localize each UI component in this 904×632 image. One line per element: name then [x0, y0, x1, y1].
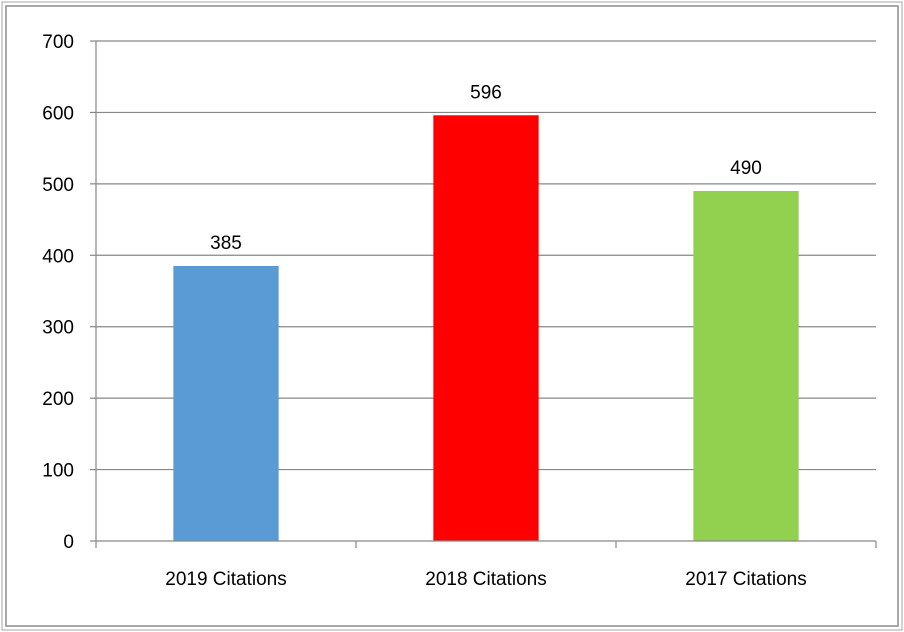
inner-frame [5, 5, 899, 627]
bars [173, 115, 799, 542]
x-tick-label: 2019 Citations [165, 569, 286, 590]
y-tick-label: 600 [42, 103, 74, 124]
y-tick-label: 0 [63, 532, 74, 553]
y-tick-label: 300 [42, 318, 74, 339]
y-tick-label: 200 [42, 389, 74, 410]
x-tick-label: 2017 Citations [685, 569, 806, 590]
y-tick-label: 400 [42, 246, 74, 267]
data-label: 596 [470, 82, 502, 103]
data-label: 490 [730, 158, 762, 179]
y-tick-label: 700 [42, 32, 74, 53]
y-tick-label: 100 [42, 461, 74, 482]
bar-2 [433, 115, 539, 542]
x-tick-label: 2018 Citations [425, 569, 546, 590]
bar-1 [173, 266, 279, 541]
bar-3 [693, 191, 799, 541]
labels: 0 100 200 300 400 500 600 700 385 2019 Citations 5… [42, 32, 806, 590]
axes [90, 40, 877, 548]
y-tick-label: 500 [42, 175, 74, 196]
data-label: 385 [210, 233, 242, 254]
